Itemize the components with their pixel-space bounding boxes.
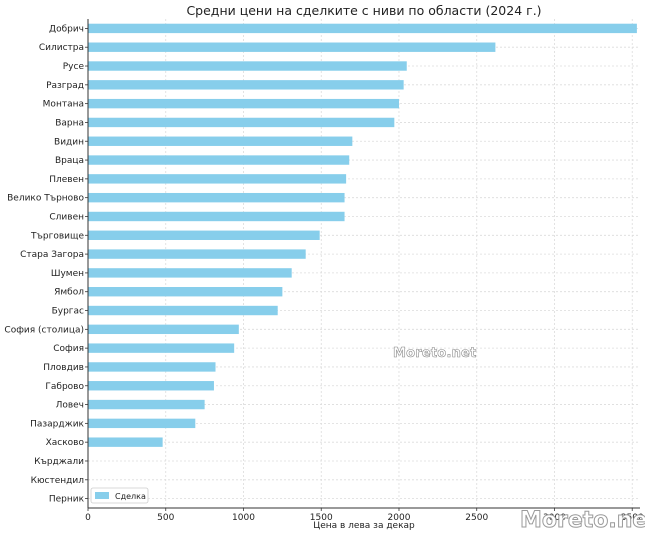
bar [88, 23, 637, 34]
bar [88, 136, 353, 146]
axes [87, 19, 640, 509]
legend-swatch [95, 492, 109, 499]
bar [88, 324, 239, 335]
x-tick-label: 1000 [232, 513, 255, 523]
bar [88, 249, 306, 259]
bar [88, 362, 216, 372]
bar [88, 192, 345, 203]
bar [88, 211, 345, 222]
y-tick-label: София [53, 344, 84, 354]
y-tick-label: Ямбол [54, 288, 84, 298]
bar [88, 268, 292, 278]
y-tick-label: Кърджали [34, 457, 84, 467]
y-tick-label: Кюстендил [31, 476, 84, 486]
y-tick-label: Плевен [49, 175, 84, 185]
y-tick-label: Разград [46, 81, 84, 91]
chart-title: Средни цени на сделките с ниви по област… [186, 3, 541, 18]
y-tick-label: Пловдив [43, 363, 84, 373]
y-tick-label: Търговище [30, 231, 84, 241]
bar [88, 155, 350, 165]
y-tick-label: Велико Търново [7, 194, 84, 204]
bar [88, 343, 235, 353]
legend-box [90, 487, 149, 504]
x-tick-label: 2000 [388, 513, 411, 523]
y-tick-label: Пазарджик [30, 419, 84, 429]
y-tick-label: Сливен [49, 212, 84, 222]
y-tick-label: Добрич [49, 24, 84, 34]
y-tick-label: Бургас [52, 307, 84, 317]
bar [88, 287, 283, 297]
y-tick-label: Русе [63, 62, 85, 72]
y-tick-label: Ловеч [56, 401, 84, 411]
bar [88, 418, 196, 429]
y-tick-label: Перник [49, 495, 85, 505]
x-tick-label: 3000 [543, 513, 566, 523]
gridlines [87, 19, 640, 508]
legend-label: Сделка [115, 492, 146, 501]
x-tick-label: 2500 [465, 513, 488, 523]
bar [88, 437, 163, 447]
y-tick-label: Враца [55, 156, 84, 166]
bar [88, 399, 205, 410]
bar [88, 117, 395, 128]
y-tick-labels: Добрич Силистра Русе Разград Монтана Варна Вид… [4, 24, 88, 505]
bar [88, 42, 496, 52]
y-tick-label: Габрово [45, 382, 84, 392]
bar [88, 381, 214, 391]
bar [88, 305, 278, 316]
y-tick-label: Варна [55, 118, 84, 128]
x-tick-label: 0 [85, 513, 91, 523]
bar [88, 98, 399, 109]
x-tick-label: 3500 [621, 513, 644, 523]
x-tick-label: 1500 [310, 513, 333, 523]
bar [88, 80, 404, 90]
x-tick-label: 500 [157, 513, 174, 523]
bars [88, 23, 637, 447]
y-tick-label: София (столица) [4, 325, 84, 335]
legend: Сделка [90, 487, 149, 504]
y-tick-label: Шумен [51, 269, 84, 279]
bar [88, 230, 320, 240]
y-tick-label: Хасково [46, 438, 85, 448]
watermark-corner: Moreto.net [520, 508, 645, 534]
watermark-center: Moreto.net [393, 346, 477, 362]
y-tick-label: Стара Загора [20, 250, 84, 260]
bar [88, 61, 407, 71]
y-tick-label: Силистра [39, 43, 84, 53]
bar [88, 174, 347, 184]
y-tick-label: Монтана [43, 100, 84, 110]
x-axis-label: Цена в лева за декар [313, 521, 415, 531]
y-tick-label: Видин [54, 137, 84, 147]
